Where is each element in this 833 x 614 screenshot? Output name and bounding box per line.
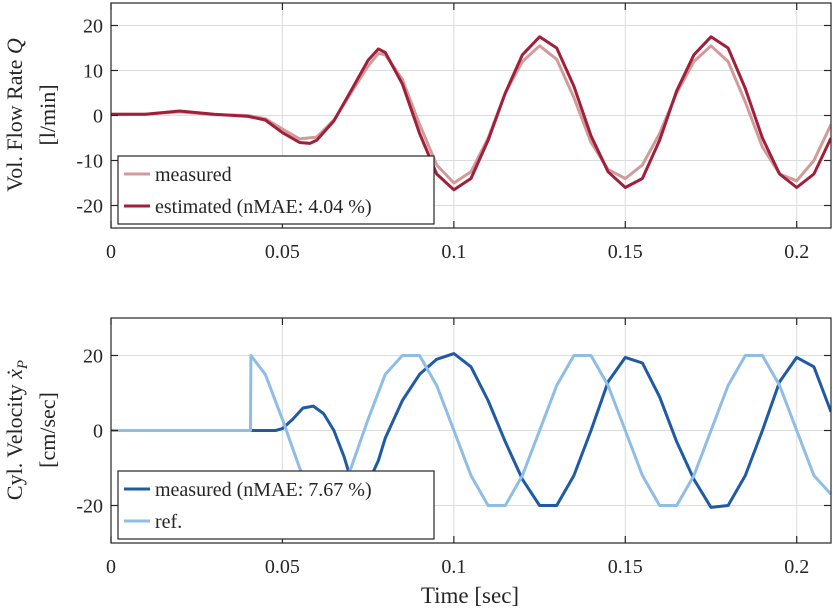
top-ylabel-line-1: Vol. Flow Rate Q [2, 38, 27, 192]
bottom-series-line-0 [111, 352, 831, 509]
top-legend-label-0: measured [155, 164, 232, 186]
bottom-xtick-label-4: 0.2 [784, 556, 809, 578]
bottom-legend-label-1: ref. [155, 511, 182, 533]
top-legend-box [117, 155, 435, 225]
bottom-ylabel-line-1: Cyl. Velocity ẋP [2, 360, 31, 500]
top-xtick-label-3: 0.15 [608, 241, 643, 263]
bottom-xtick-label-1: 0.05 [265, 556, 300, 578]
top-legend-label-1: estimated (nMAE: 4.04 %) [155, 196, 372, 218]
top-series-line-1 [111, 35, 831, 192]
bottom-ytick-label-1: 0 [93, 421, 103, 443]
top-plot: 0 0.05 0.1 0.15 0.2 -20 -10 0 10 20 Vol. Flow Rat… [2, 2, 832, 263]
bottom-ylabel-line-2: [cm/sec] [35, 392, 60, 468]
top-ylabel: Vol. Flow Rate Q [l/min] [2, 38, 60, 192]
bottom-xtick-label-3: 0.15 [608, 556, 643, 578]
bottom-legend-label-0: measured (nMAE: 7.67 %) [155, 479, 372, 501]
top-ylabel-symbol: Q [2, 38, 27, 54]
top-ytick-label-0: -20 [76, 196, 103, 218]
top-ytick-label-2: 0 [93, 106, 103, 128]
top-xtick-label-0: 0 [106, 241, 116, 263]
bottom-ylabel-symbol: ẋ [2, 369, 27, 380]
top-ytick-label-3: 10 [83, 61, 103, 83]
bottom-plot: 0 0.05 0.1 0.15 0.2 -20 0 20 Cyl. Velocity ẋP [… [2, 317, 832, 608]
top-xtick-label-2: 0.1 [441, 241, 466, 263]
bottom-xtick-label-0: 0 [106, 556, 116, 578]
bottom-ticks: 0 0.05 0.1 0.15 0.2 -20 0 20 [76, 318, 831, 578]
top-ticks: 0 0.05 0.1 0.15 0.2 -20 -10 0 10 20 [76, 3, 831, 263]
top-ytick-label-1: -10 [76, 151, 103, 173]
bottom-xlabel: Time [sec] [421, 583, 519, 608]
top-legend: measured estimated (nMAE: 4.04 %) [117, 155, 435, 225]
bottom-legend: measured (nMAE: 7.67 %) ref. [117, 470, 435, 540]
bottom-ytick-label-2: 20 [83, 346, 103, 368]
bottom-ylabel: Cyl. Velocity ẋP [cm/sec] [2, 360, 60, 500]
top-ytick-label-4: 20 [83, 16, 103, 38]
top-xtick-label-4: 0.2 [784, 241, 809, 263]
top-xtick-label-1: 0.05 [265, 241, 300, 263]
bottom-xtick-label-2: 0.1 [441, 556, 466, 578]
bottom-legend-box [117, 470, 435, 540]
bottom-ytick-label-0: -20 [76, 496, 103, 518]
top-series-layer [111, 35, 831, 192]
top-ylabel-line-2: [l/min] [35, 84, 60, 145]
